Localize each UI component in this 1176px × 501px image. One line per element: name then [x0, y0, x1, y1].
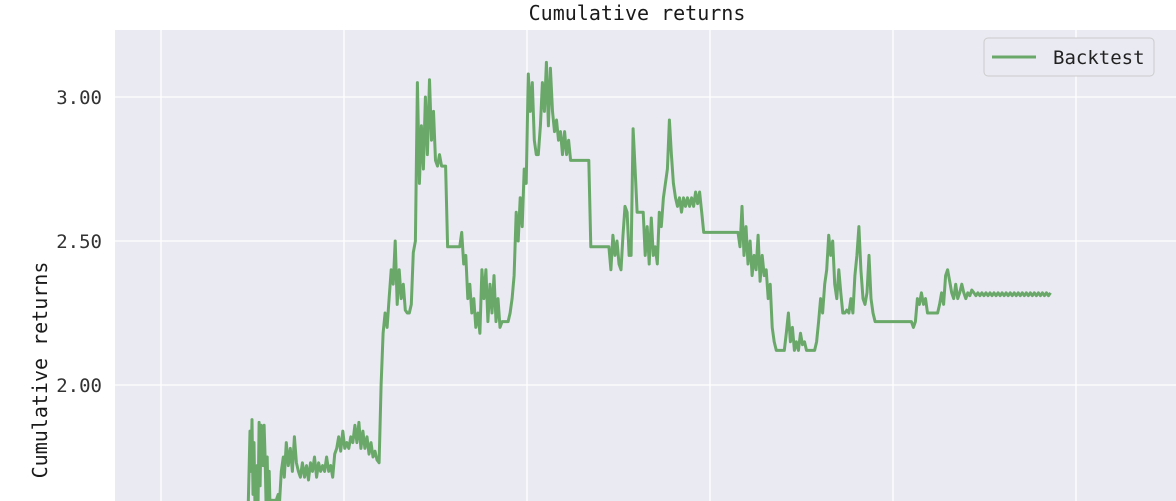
- plot-area: [115, 30, 1176, 501]
- series-layer: [246, 60, 1052, 501]
- legend-box: [983, 37, 1155, 77]
- y-tick-label: 3.00: [56, 87, 102, 109]
- series-line-backtest: [246, 60, 1052, 501]
- y-tick-label: 2.00: [56, 375, 102, 397]
- legend[interactable]: Backtest: [983, 37, 1155, 77]
- y-tick-label: 2.50: [56, 231, 102, 253]
- y-axis-label: Cumulative returns: [28, 262, 52, 479]
- y-tick-labels: 2.00 2.50 3.00: [56, 87, 102, 397]
- legend-label-backtest: Backtest: [1053, 47, 1145, 69]
- chart-title: Cumulative returns: [529, 1, 746, 25]
